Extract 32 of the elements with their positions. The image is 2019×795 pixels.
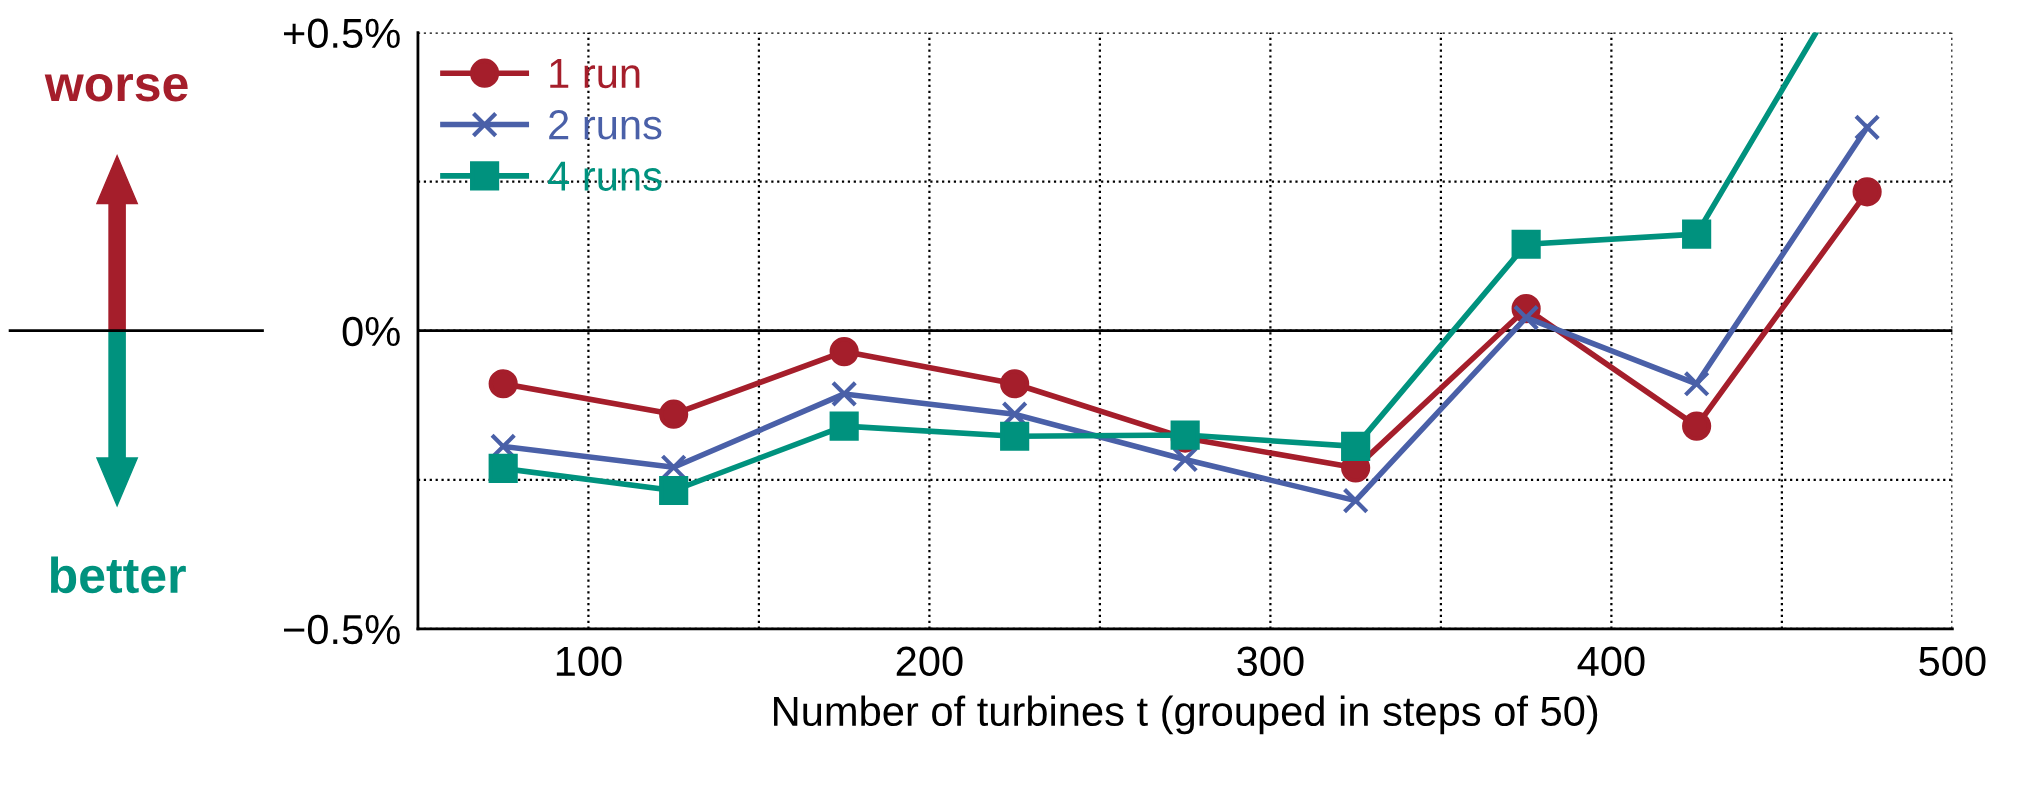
- point: [1342, 487, 1369, 514]
- point: [1000, 421, 1030, 451]
- legend-label: 4 runs: [548, 161, 662, 191]
- point: [829, 337, 859, 367]
- point: [830, 380, 858, 408]
- x-tick-label: 200: [896, 646, 963, 677]
- text: better: [50, 556, 186, 594]
- point: [1852, 177, 1882, 207]
- text: worse: [44, 74, 188, 102]
- point: [488, 369, 518, 399]
- point: [1683, 370, 1710, 397]
- y-tick-label: 0%: [342, 316, 400, 347]
- point: [829, 411, 859, 441]
- point: [488, 453, 518, 484]
- point: [1511, 229, 1541, 259]
- point: [1000, 369, 1030, 399]
- x-tick-label: 100: [556, 646, 622, 677]
- point: [1682, 219, 1712, 249]
- point: [1512, 304, 1540, 331]
- point: [1341, 431, 1371, 461]
- x-tick-label: 300: [1237, 646, 1304, 677]
- x-tick-label: 500: [1919, 646, 1986, 677]
- legend-label: 1 run: [550, 59, 640, 89]
- point: [659, 399, 689, 429]
- x-tick-label: 400: [1577, 646, 1645, 677]
- y-tick-label: −0.5%: [284, 614, 400, 645]
- x-axis-title: Number of turbines t (grouped in steps of 50): [774, 695, 1598, 735]
- legend-label: 2 runs: [549, 110, 662, 140]
- point: [1682, 411, 1712, 441]
- y-tick-label: +0.5%: [284, 18, 400, 49]
- point: [659, 475, 689, 506]
- point: [1853, 114, 1881, 141]
